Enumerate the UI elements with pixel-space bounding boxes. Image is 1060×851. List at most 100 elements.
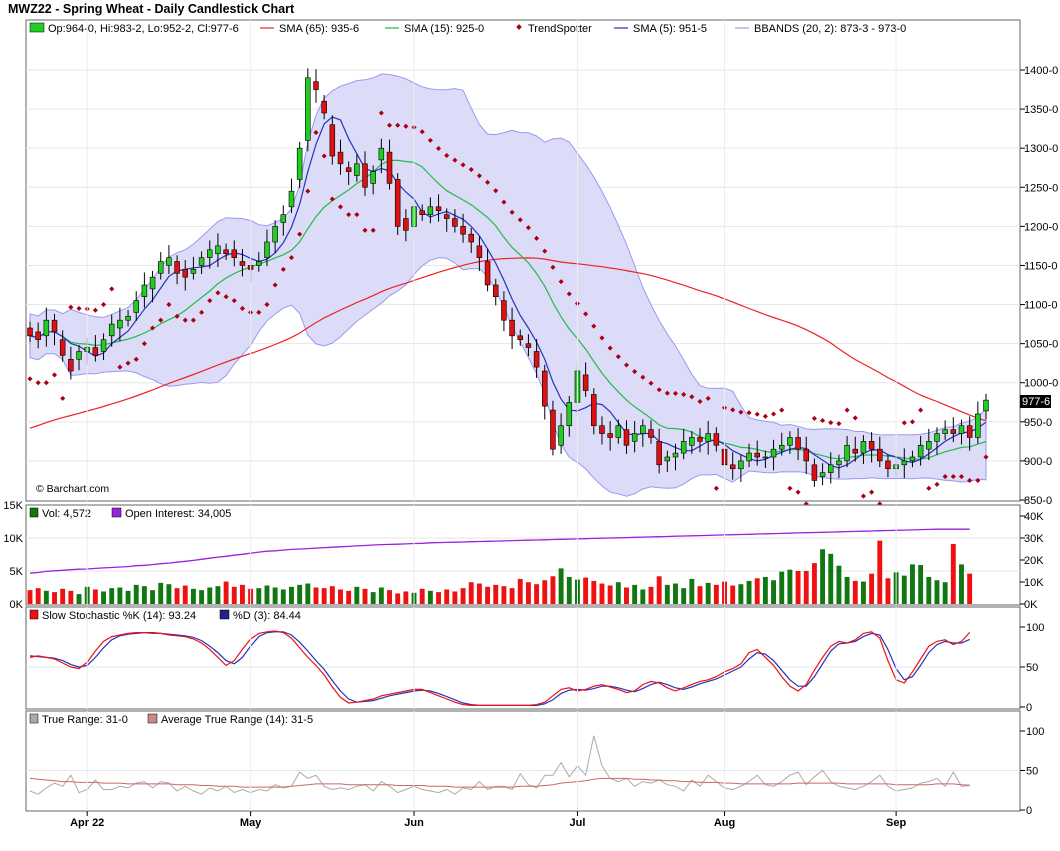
volume-bar — [803, 571, 809, 604]
trendspotter-dot — [672, 390, 679, 396]
sma65-legend: SMA (65): 935-6 — [279, 23, 359, 35]
trendspotter-dot — [231, 298, 237, 304]
candle-body — [648, 429, 654, 438]
x-tick-label: Jun — [404, 817, 424, 829]
candle-body — [43, 319, 50, 337]
candle-body — [680, 441, 687, 454]
candle-body — [836, 460, 842, 466]
stoch-k-swatch — [29, 609, 39, 620]
volume-bar — [648, 586, 654, 604]
price-tick-label: 1350-0 — [1024, 104, 1058, 116]
volume-bar — [199, 590, 205, 604]
price-tick-label: 850-0 — [1024, 495, 1052, 507]
volume-bar — [673, 583, 678, 604]
trendspotter-dot — [150, 325, 156, 331]
volume-bar — [632, 584, 638, 604]
candle-body — [885, 460, 891, 470]
volume-bar — [264, 585, 270, 604]
volume-bar — [68, 590, 74, 604]
vol-swatch — [29, 507, 39, 518]
volume-bar — [460, 588, 466, 604]
trendspotter-dot — [125, 360, 131, 366]
candle-body — [689, 437, 695, 446]
volume-bar — [174, 588, 180, 604]
volume-bar — [239, 584, 245, 604]
volume-bar — [272, 587, 278, 604]
candle-body — [296, 147, 303, 180]
volume-bar — [35, 588, 41, 604]
trendspotter-dot — [92, 307, 98, 313]
open-interest-line — [29, 528, 970, 574]
candle-body — [975, 413, 981, 438]
trendspotter-legend: TrendSpotter — [528, 23, 592, 35]
trendspotter-dot — [746, 410, 752, 416]
candle-body — [460, 226, 466, 235]
candle-body — [501, 300, 507, 321]
x-axis: Apr 22 May Jun Jul Aug Sep — [70, 20, 906, 829]
trendspotter-dot — [779, 407, 785, 413]
candle-body — [476, 245, 483, 258]
volume-bar — [525, 582, 531, 604]
candle-body — [239, 261, 246, 266]
candle-body — [166, 257, 172, 266]
candle-body — [354, 163, 360, 176]
candle-body — [623, 429, 630, 446]
volume-bar — [182, 585, 188, 604]
candle-body — [35, 331, 41, 341]
candle-body — [566, 401, 573, 427]
chart-title: MWZ22 - Spring Wheat - Daily Candlestick… — [8, 2, 295, 16]
candle-body — [321, 100, 327, 114]
trendspotter-dot — [640, 374, 646, 380]
volume-bar — [934, 580, 940, 604]
trendspotter-dot — [272, 282, 278, 288]
trendspotter-dot — [166, 301, 172, 308]
trendspotter-dot — [215, 290, 221, 296]
volume-tick-right: 0K — [1024, 599, 1038, 611]
volume-bar — [362, 588, 368, 604]
trendspotter-dot — [174, 313, 180, 319]
trendspotter-dot — [909, 419, 916, 425]
bollinger-bands-fill — [29, 73, 987, 497]
volume-bar — [92, 589, 98, 604]
trendspotter-dot — [681, 391, 687, 398]
x-tick-label: Sep — [886, 817, 906, 829]
volume-tick-right: 10K — [1024, 577, 1044, 589]
trendspotter-dot — [860, 493, 866, 499]
candle-body — [811, 464, 818, 481]
candle-body — [729, 464, 736, 470]
volume-bar — [117, 587, 123, 604]
price-axis: 1400-0 1350-0 1300-0 1250-0 1200-0 1150-0 1100… — [1020, 65, 1058, 507]
price-tick-label: 1000-0 — [1024, 378, 1058, 390]
stoch-tick-label: 50 — [1026, 662, 1038, 674]
volume-bar — [918, 565, 924, 604]
avg-true-range-line — [29, 777, 970, 788]
true-range-line — [29, 735, 970, 795]
tr-swatch — [29, 713, 39, 724]
volume-bar — [444, 589, 450, 604]
candle-body — [125, 315, 131, 321]
price-tick-label: 1200-0 — [1024, 221, 1058, 233]
x-tick-label: Aug — [714, 817, 735, 829]
atr-legend: Average True Range (14): 31-5 — [161, 714, 313, 726]
oi-legend: Open Interest: 34,005 — [125, 508, 231, 520]
price-tick-label: 1100-0 — [1024, 300, 1057, 312]
trendspotter-dot — [297, 231, 303, 237]
stoch-tick-label: 0 — [1026, 702, 1032, 714]
trendspotter-dot — [738, 409, 744, 415]
true-range-panel — [25, 710, 1021, 812]
candle-body — [860, 441, 867, 454]
candle-body — [631, 433, 638, 442]
candle-body — [419, 210, 425, 215]
trendspotter-dot — [256, 309, 262, 315]
volume-bar — [125, 590, 131, 604]
candle-body — [525, 343, 532, 348]
candle-body — [288, 190, 295, 208]
candle-body — [256, 261, 262, 266]
trendspotter-dot — [223, 294, 229, 300]
trendspotter-dot — [648, 380, 654, 386]
candle-body — [68, 358, 74, 372]
trendspotter-dot — [967, 477, 973, 484]
candle-body — [305, 77, 311, 141]
volume-bar — [280, 589, 286, 604]
